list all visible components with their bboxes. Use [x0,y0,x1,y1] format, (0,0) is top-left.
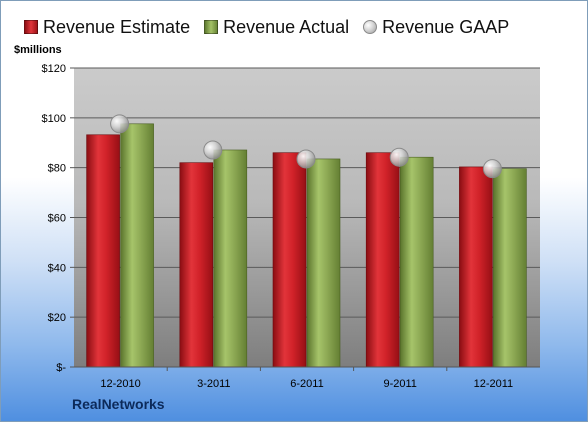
bar-actual [213,149,248,368]
x-tick-label: 12-2011 [474,378,514,390]
point-gaap [296,149,316,169]
point-gaap [482,159,502,179]
x-tick-label: 3-2011 [197,378,230,390]
bar-estimate [272,152,307,368]
bar-estimate [179,162,214,368]
y-tick-label: $20 [48,312,66,324]
y-tick-label: $40 [48,262,66,274]
legend-item-gaap: Revenue GAAP [363,17,509,38]
legend-item-actual: Revenue Actual [204,17,349,38]
bar-estimate [459,166,493,368]
legend-swatch-actual [204,20,219,34]
bar-actual [120,123,154,368]
company-name: RealNetworks [72,396,165,412]
y-tick-label: $120 [42,63,66,75]
legend: Revenue Estimate Revenue Actual Revenue … [24,12,523,42]
legend-label-estimate: Revenue Estimate [43,16,191,37]
y-tick-label: $80 [48,163,66,175]
point-gaap [389,147,409,167]
legend-swatch-gaap [363,20,378,34]
point-gaap [110,114,130,134]
legend-swatch-estimate [24,20,38,34]
bar-actual [306,158,341,368]
y-tick-label: $- [56,362,66,374]
y-axis-unit-label: $millions [14,44,62,56]
bar-actual [399,156,434,368]
legend-label-gaap: Revenue GAAP [382,16,510,37]
y-tick-label: $100 [42,113,66,125]
point-gaap [203,140,223,160]
bar-actual [493,168,527,368]
y-tick-label: $60 [48,213,66,225]
bar-estimate [86,134,120,368]
x-tick-label: 9-2011 [383,378,416,390]
x-tick-label: 12-2010 [100,378,140,390]
x-tick-label: 6-2011 [290,378,323,390]
bar-estimate [365,152,400,368]
legend-item-estimate: Revenue Estimate [24,17,190,38]
legend-label-actual: Revenue Actual [223,16,350,37]
